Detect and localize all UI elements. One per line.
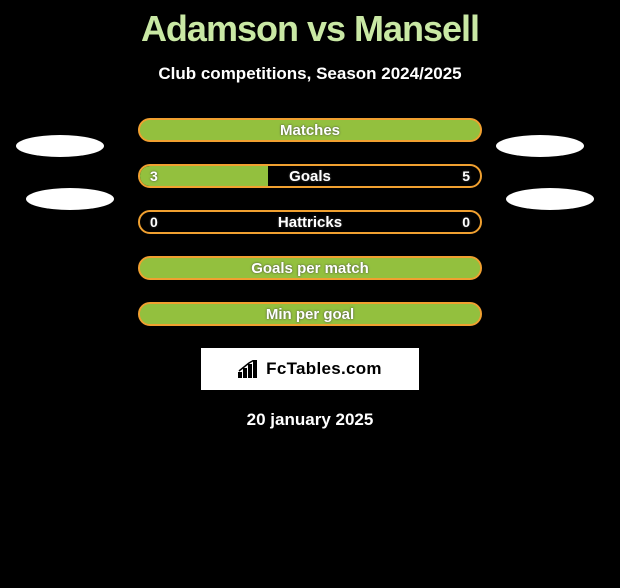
stat-value-right: 0 <box>462 212 470 232</box>
subtitle: Club competitions, Season 2024/2025 <box>0 64 620 84</box>
brand-name: FcTables.com <box>266 359 382 379</box>
stat-bar: Matches <box>138 118 482 142</box>
stat-bar: Goals per match <box>138 256 482 280</box>
date-line: 20 january 2025 <box>0 410 620 430</box>
brand-badge[interactable]: FcTables.com <box>201 348 419 390</box>
stats-bars: Matches 3Goals5 0Hattricks0 Goals per match… <box>138 118 482 326</box>
chart-icon <box>238 360 260 378</box>
stat-label: Matches <box>140 120 480 140</box>
stat-label: Goals <box>140 166 480 186</box>
player-photo-right-large <box>496 135 584 157</box>
stat-bar: 3Goals5 <box>138 164 482 188</box>
stat-label: Goals per match <box>140 258 480 278</box>
player-photo-left-large <box>16 135 104 157</box>
stat-label: Min per goal <box>140 304 480 324</box>
page-title: Adamson vs Mansell <box>0 8 620 50</box>
team-badge-right <box>506 188 594 210</box>
stat-bar: 0Hattricks0 <box>138 210 482 234</box>
team-badge-left <box>26 188 114 210</box>
stat-label: Hattricks <box>140 212 480 232</box>
stat-value-right: 5 <box>462 166 470 186</box>
stat-bar: Min per goal <box>138 302 482 326</box>
